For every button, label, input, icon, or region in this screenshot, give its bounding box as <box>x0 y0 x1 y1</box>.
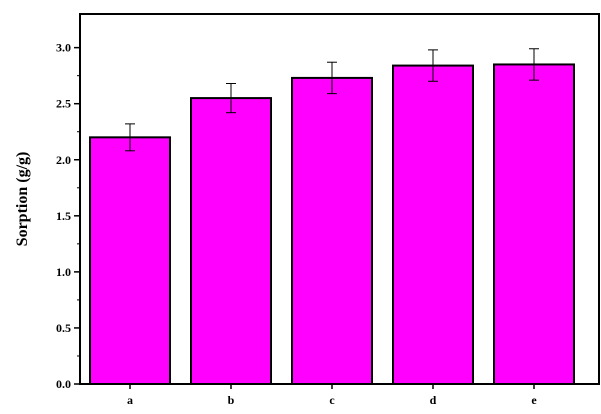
x-tick-label-c: c <box>329 393 335 407</box>
y-tick-label: 0.0 <box>56 377 71 391</box>
bar-b <box>190 97 272 385</box>
bar-e <box>493 63 575 385</box>
x-ticks-group: a b c d e <box>127 384 537 407</box>
y-axis-label: Sorption (g/g) <box>14 152 31 247</box>
y-tick-label: 1.5 <box>56 209 71 223</box>
y-tick-label: 2.0 <box>56 153 71 167</box>
y-tick-label: 2.5 <box>56 97 71 111</box>
x-tick-label-a: a <box>127 393 133 407</box>
y-tick-label: 3.0 <box>56 41 71 55</box>
error-bars-group <box>125 48 539 152</box>
bar-c <box>291 76 373 385</box>
bar-d <box>392 64 474 386</box>
y-tick-label: 1.0 <box>56 265 71 279</box>
x-tick-label-e: e <box>531 393 537 407</box>
y-ticks-group: 0.0 0.5 1.0 1.5 2.0 2.5 3.0 <box>56 41 80 391</box>
x-tick-label-d: d <box>430 393 437 407</box>
bar-a <box>89 136 171 385</box>
y-tick-label: 0.5 <box>56 321 71 335</box>
x-tick-label-b: b <box>228 393 235 407</box>
bars-group <box>89 63 575 386</box>
plot-frame <box>79 13 600 385</box>
